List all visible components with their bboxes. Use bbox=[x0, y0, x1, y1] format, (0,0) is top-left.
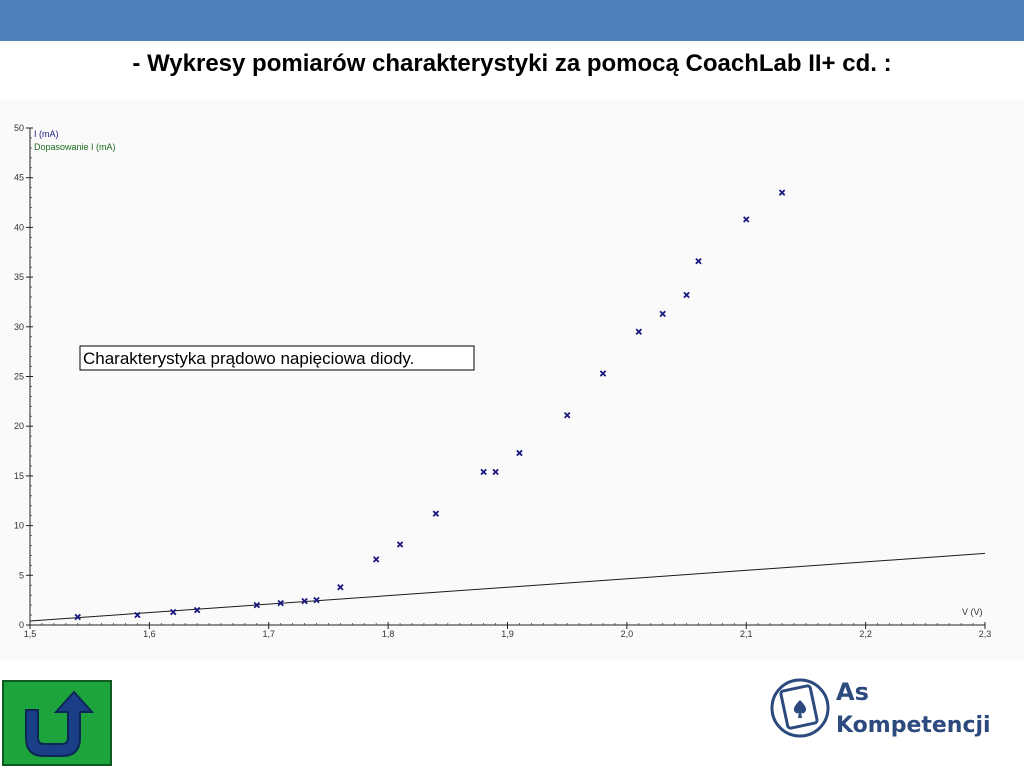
y-tick-label: 30 bbox=[14, 322, 24, 332]
logo: As Kompetencji bbox=[770, 678, 991, 738]
data-point-stroke bbox=[432, 510, 440, 517]
y-tick-label: 25 bbox=[14, 372, 24, 382]
data-point bbox=[695, 257, 702, 265]
y-tick-label: 50 bbox=[14, 123, 24, 133]
data-point bbox=[134, 611, 141, 619]
data-point bbox=[778, 189, 786, 196]
points-layer bbox=[74, 189, 786, 621]
data-point bbox=[599, 370, 607, 377]
data-point bbox=[313, 596, 320, 604]
annotation-text: Charakterystyka prądowo napięciowa diody… bbox=[83, 349, 414, 368]
data-point bbox=[683, 291, 690, 299]
data-point-stroke bbox=[337, 583, 344, 591]
data-point-stroke bbox=[492, 468, 499, 476]
data-point bbox=[635, 328, 643, 336]
top-bar bbox=[0, 0, 1024, 41]
chart-svg: 0 5 10 15 20 25 30 35 40 45 50 1,5 1,6 1,7 1,8 1,9 2,0 2,… bbox=[0, 100, 1024, 660]
x-tick-label: 1,6 bbox=[143, 629, 156, 639]
y-tick-label: 10 bbox=[14, 521, 24, 531]
data-point bbox=[516, 449, 523, 457]
x-tick-label: 1,8 bbox=[382, 629, 395, 639]
data-point-stroke bbox=[74, 613, 81, 621]
y-tick-label: 40 bbox=[14, 222, 24, 232]
data-point bbox=[396, 541, 404, 548]
data-point-stroke bbox=[683, 291, 690, 299]
logo-line1: As bbox=[836, 678, 869, 706]
y-tick-label: 5 bbox=[19, 570, 24, 580]
data-point-stroke bbox=[372, 556, 380, 563]
data-point-stroke bbox=[396, 541, 404, 548]
slide-title: - Wykresy pomiarów charakterystyki za po… bbox=[132, 50, 892, 77]
data-point-stroke bbox=[635, 328, 643, 336]
data-point-stroke bbox=[599, 370, 607, 377]
data-point bbox=[170, 608, 177, 616]
data-point-stroke bbox=[480, 468, 487, 476]
data-point bbox=[432, 510, 440, 517]
data-point-stroke bbox=[193, 606, 201, 614]
fit-line bbox=[29, 552, 986, 622]
data-point bbox=[372, 556, 380, 563]
x-axis-label: V (V) bbox=[962, 607, 983, 617]
data-point bbox=[253, 601, 261, 609]
legend-entry-fit: Dopasowanie I (mA) bbox=[34, 142, 116, 152]
y-tick-label: 20 bbox=[14, 421, 24, 431]
data-point-stroke bbox=[253, 601, 261, 609]
y-tick-label: 0 bbox=[19, 620, 24, 630]
y-tick-label: 45 bbox=[14, 173, 24, 183]
data-point-stroke bbox=[695, 257, 702, 265]
data-point-stroke bbox=[301, 597, 308, 605]
chart-background bbox=[0, 100, 1024, 660]
y-tick-label: 35 bbox=[14, 272, 24, 282]
data-point-stroke bbox=[134, 611, 141, 619]
x-tick-label: 2,1 bbox=[740, 629, 753, 639]
data-point bbox=[492, 468, 499, 476]
legend-entry-current: I (mA) bbox=[34, 129, 59, 139]
home-button[interactable] bbox=[2, 680, 112, 766]
logo-line2: Kompetencji bbox=[836, 713, 991, 738]
data-point-stroke bbox=[743, 216, 750, 223]
data-point-stroke bbox=[659, 310, 666, 318]
data-point-stroke bbox=[313, 596, 320, 604]
data-point-stroke bbox=[516, 449, 523, 457]
data-point bbox=[193, 606, 201, 614]
annotation-box bbox=[79, 345, 475, 371]
axes: 0 5 10 15 20 25 30 35 40 45 50 1,5 1,6 1,7 1,8 1,9 2,0 2,… bbox=[14, 123, 991, 639]
x-tick-label: 1,5 bbox=[24, 629, 37, 639]
data-point bbox=[301, 597, 308, 605]
x-tick-label: 2,0 bbox=[621, 629, 634, 639]
fit-line-layer bbox=[29, 552, 986, 622]
x-tick-label: 2,2 bbox=[859, 629, 872, 639]
data-point bbox=[743, 216, 750, 223]
data-point bbox=[277, 599, 284, 607]
data-point bbox=[563, 412, 571, 419]
data-point-stroke bbox=[563, 412, 571, 419]
y-tick-label: 15 bbox=[14, 471, 24, 481]
data-point bbox=[480, 468, 487, 476]
data-point-stroke bbox=[277, 599, 284, 607]
chart-container: 0 5 10 15 20 25 30 35 40 45 50 1,5 1,6 1,7 1,8 1,9 2,0 2,… bbox=[0, 100, 1024, 660]
data-point-stroke bbox=[778, 189, 786, 196]
x-tick-label: 1,7 bbox=[262, 629, 275, 639]
data-point bbox=[74, 613, 81, 621]
x-tick-label: 1,9 bbox=[501, 629, 514, 639]
data-point bbox=[659, 310, 666, 318]
data-point bbox=[337, 583, 344, 591]
return-arrow-icon bbox=[25, 690, 95, 757]
x-tick-label: 2,3 bbox=[979, 629, 992, 639]
data-point-stroke bbox=[170, 608, 177, 616]
logo-icon bbox=[770, 678, 830, 738]
